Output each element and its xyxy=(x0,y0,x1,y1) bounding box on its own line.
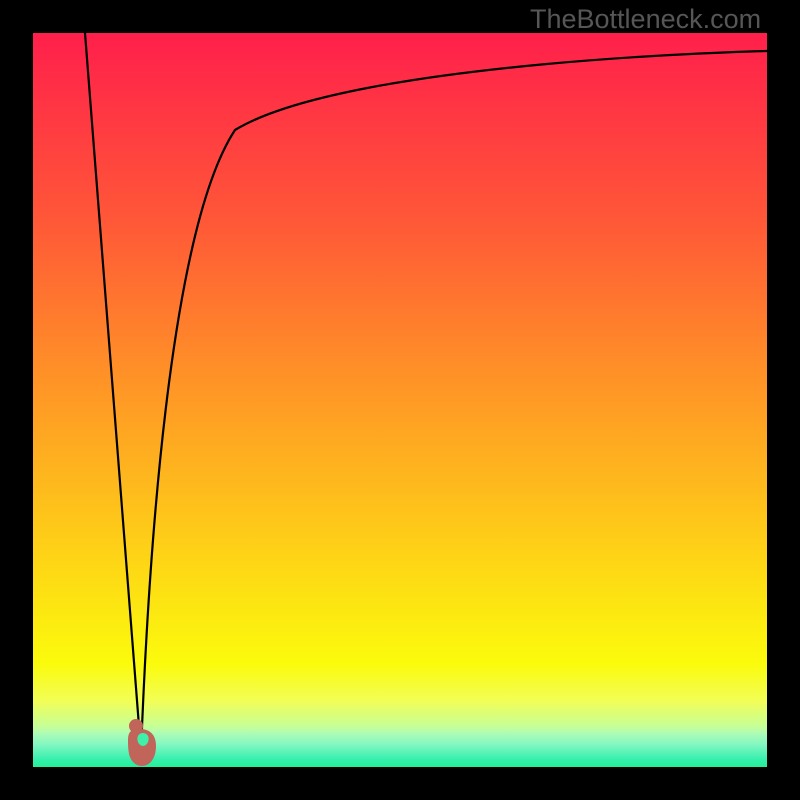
chart-frame: TheBottleneck.com xyxy=(0,0,800,800)
watermark-text: TheBottleneck.com xyxy=(530,4,761,35)
chart-plot-area xyxy=(33,33,767,767)
